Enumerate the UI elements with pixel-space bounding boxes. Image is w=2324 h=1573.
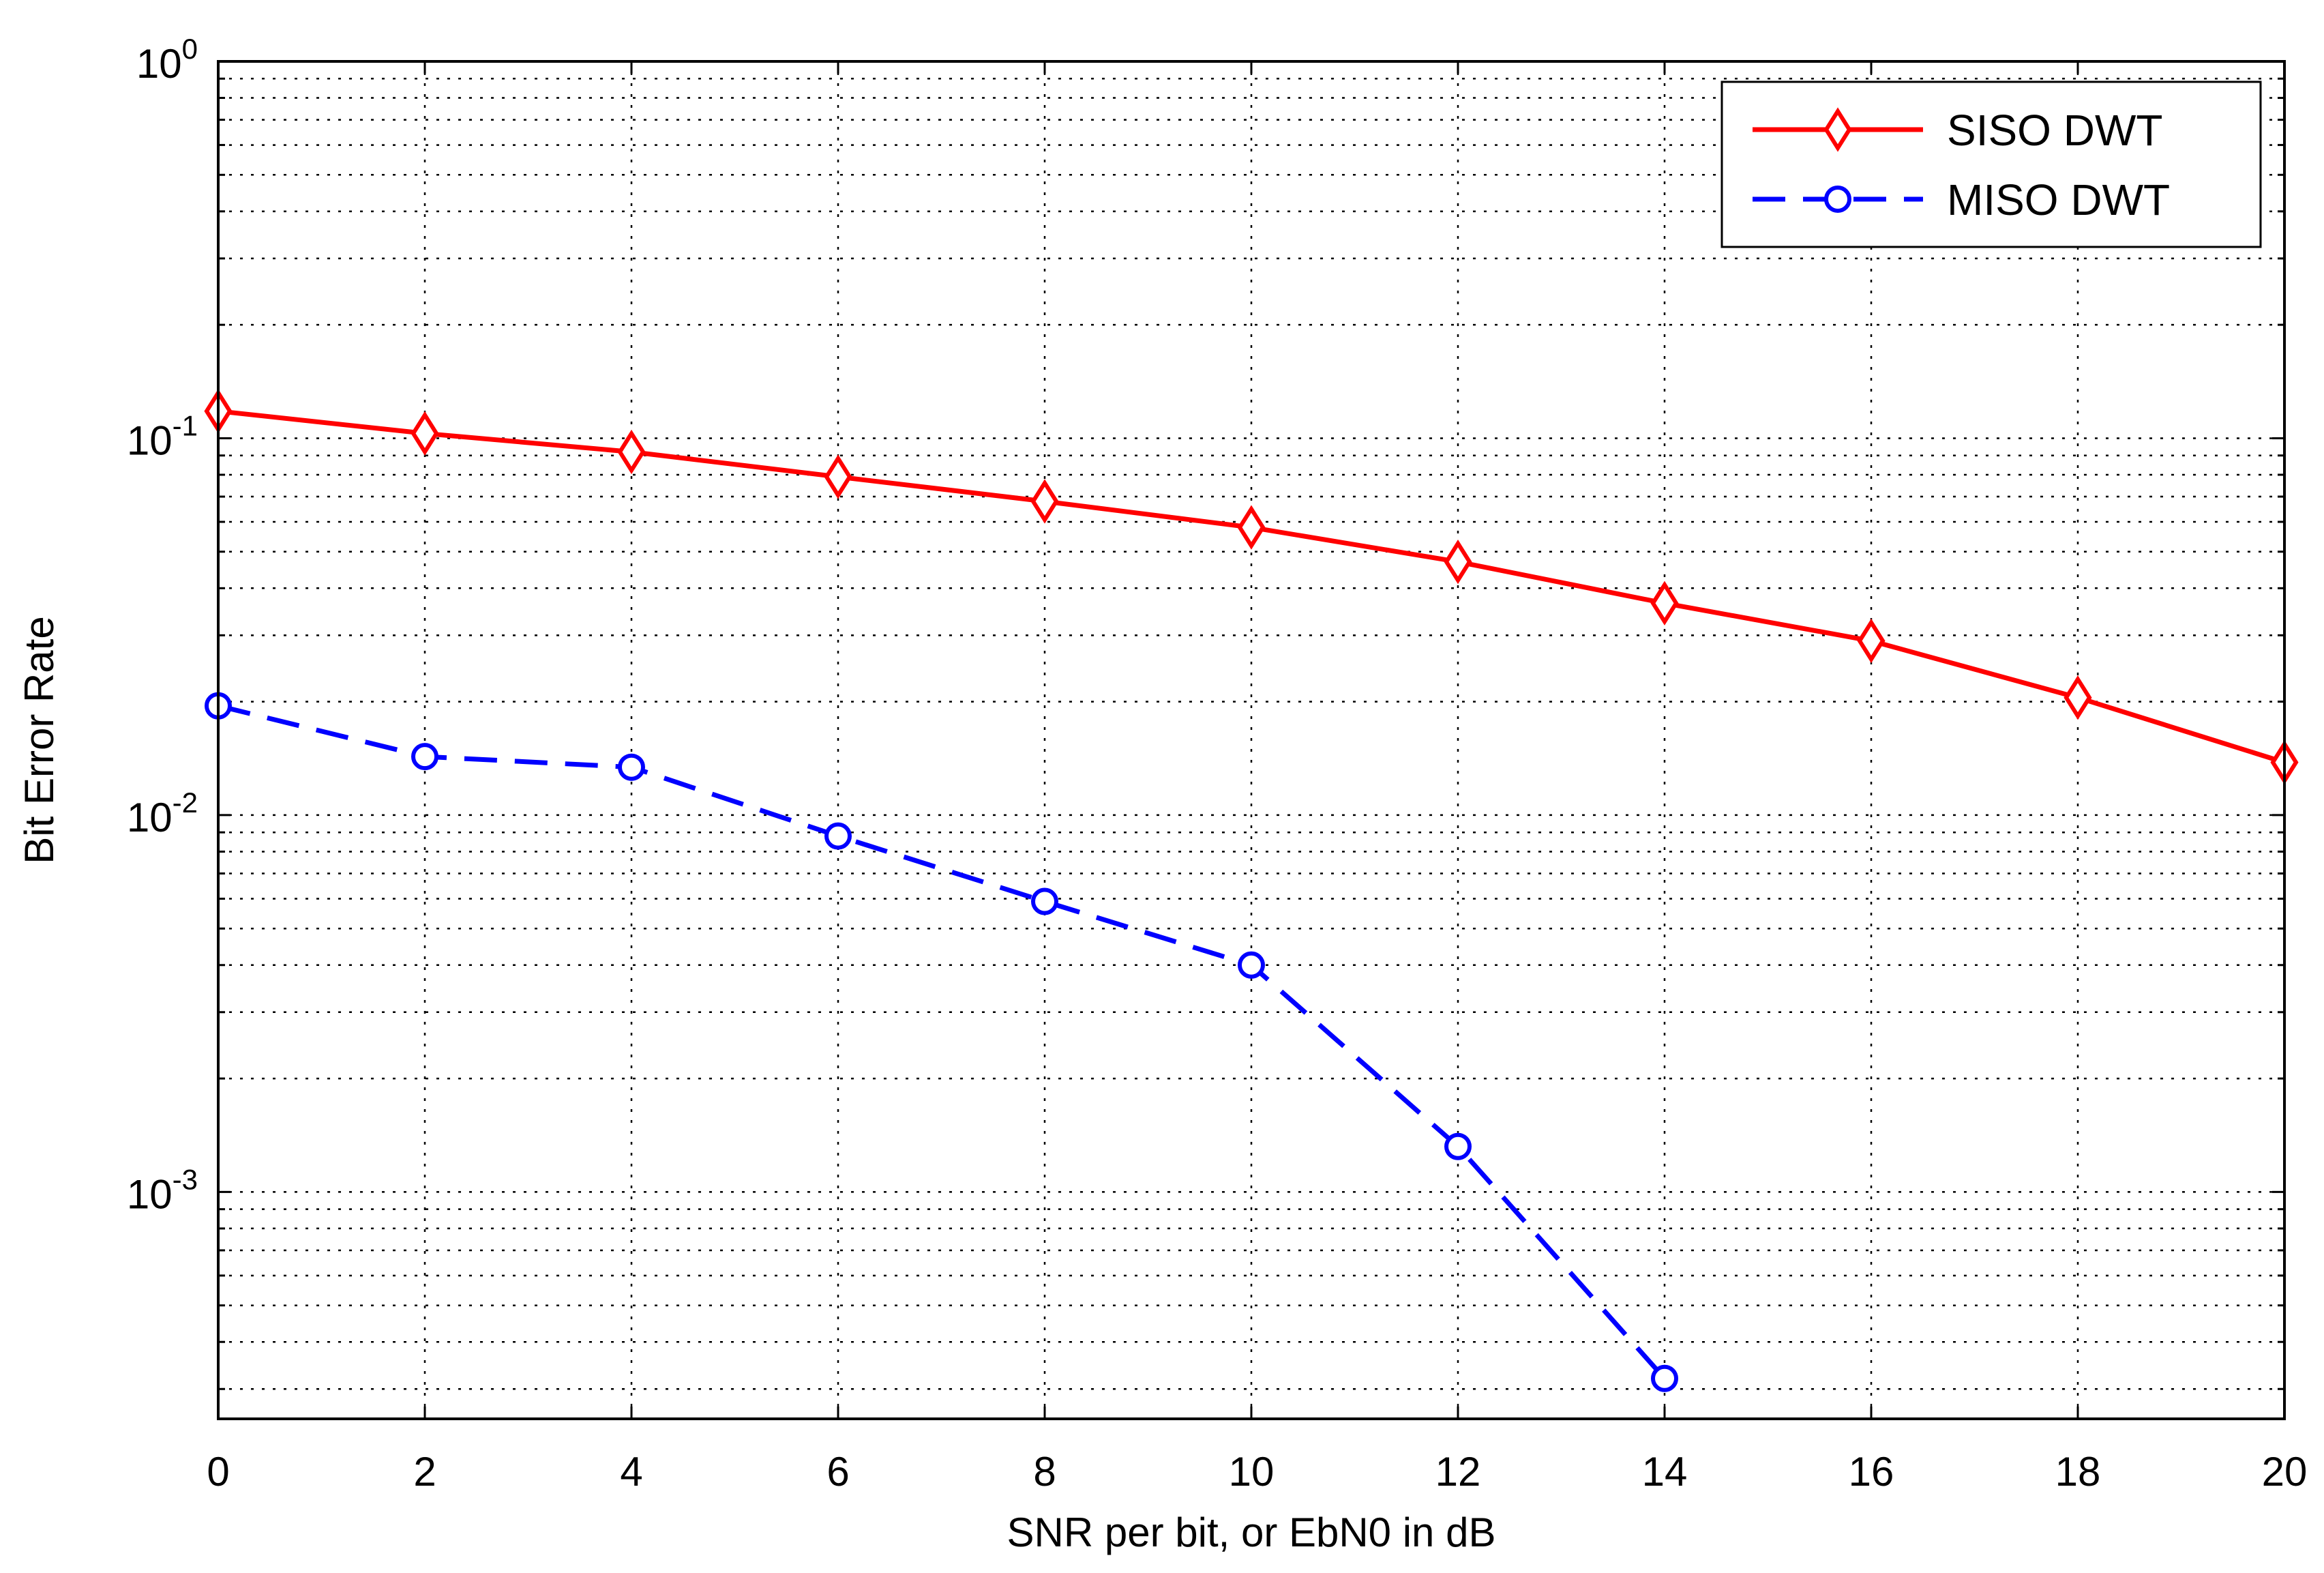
y-tick-label: 10-1 bbox=[127, 409, 198, 463]
data-point bbox=[617, 429, 646, 475]
data-point bbox=[1650, 580, 1679, 626]
x-tick-label: 12 bbox=[1435, 1449, 1481, 1495]
data-point bbox=[411, 743, 438, 771]
data-point bbox=[1031, 887, 1058, 915]
series-miso-dwt bbox=[205, 692, 1678, 1392]
x-tick-label: 8 bbox=[1033, 1449, 1056, 1495]
x-tick-label: 16 bbox=[1849, 1449, 1894, 1495]
data-point bbox=[1237, 505, 1266, 550]
legend-marker-shape bbox=[1824, 186, 1851, 213]
x-tick-label: 10 bbox=[1229, 1449, 1275, 1495]
data-point bbox=[1651, 1364, 1678, 1392]
legend: SISO DWT MISO DWT bbox=[1720, 80, 2262, 248]
data-point bbox=[618, 753, 645, 781]
y-tick-label: 100 bbox=[136, 33, 198, 87]
data-point bbox=[2064, 675, 2092, 720]
x-tick-label: 4 bbox=[620, 1449, 642, 1495]
legend-marker-shape bbox=[1823, 107, 1852, 152]
legend-marker-siso bbox=[1823, 107, 1852, 152]
data-point bbox=[1857, 618, 1886, 664]
x-tick-label: 18 bbox=[2055, 1449, 2101, 1495]
x-tick-label: 14 bbox=[1642, 1449, 1688, 1495]
data-point bbox=[411, 411, 439, 456]
data-point bbox=[1444, 1132, 1472, 1160]
series-siso-dwt bbox=[204, 389, 2299, 785]
axis-ticks: 0 2 4 6 8 10 12 14 16 18 20 100 10-1 10-2 10-3 bbox=[127, 33, 2307, 1495]
x-axis-label: SNR per bit, or EbN0 in dB bbox=[1007, 1510, 1496, 1555]
legend-box bbox=[1720, 80, 2262, 248]
data-point bbox=[1238, 951, 1265, 979]
data-point bbox=[824, 454, 852, 499]
grid bbox=[218, 61, 2284, 1419]
x-tick-label: 0 bbox=[207, 1449, 229, 1495]
y-axis-label: Bit Error Rate bbox=[16, 616, 62, 864]
data-point bbox=[824, 822, 852, 850]
x-tick-label: 20 bbox=[2262, 1449, 2308, 1495]
data-point bbox=[1444, 539, 1472, 585]
series-layer bbox=[204, 389, 2299, 1392]
legend-label-siso: SISO DWT bbox=[1947, 106, 2162, 155]
legend-marker-miso bbox=[1824, 186, 1851, 213]
x-tick-label: 2 bbox=[413, 1449, 436, 1495]
x-tick-label: 6 bbox=[826, 1449, 849, 1495]
y-tick-label: 10-3 bbox=[127, 1163, 198, 1217]
data-point bbox=[1030, 479, 1059, 524]
y-tick-label: 10-2 bbox=[127, 786, 198, 840]
plot-frame bbox=[217, 60, 2286, 1420]
legend-label-miso: MISO DWT bbox=[1947, 175, 2170, 224]
